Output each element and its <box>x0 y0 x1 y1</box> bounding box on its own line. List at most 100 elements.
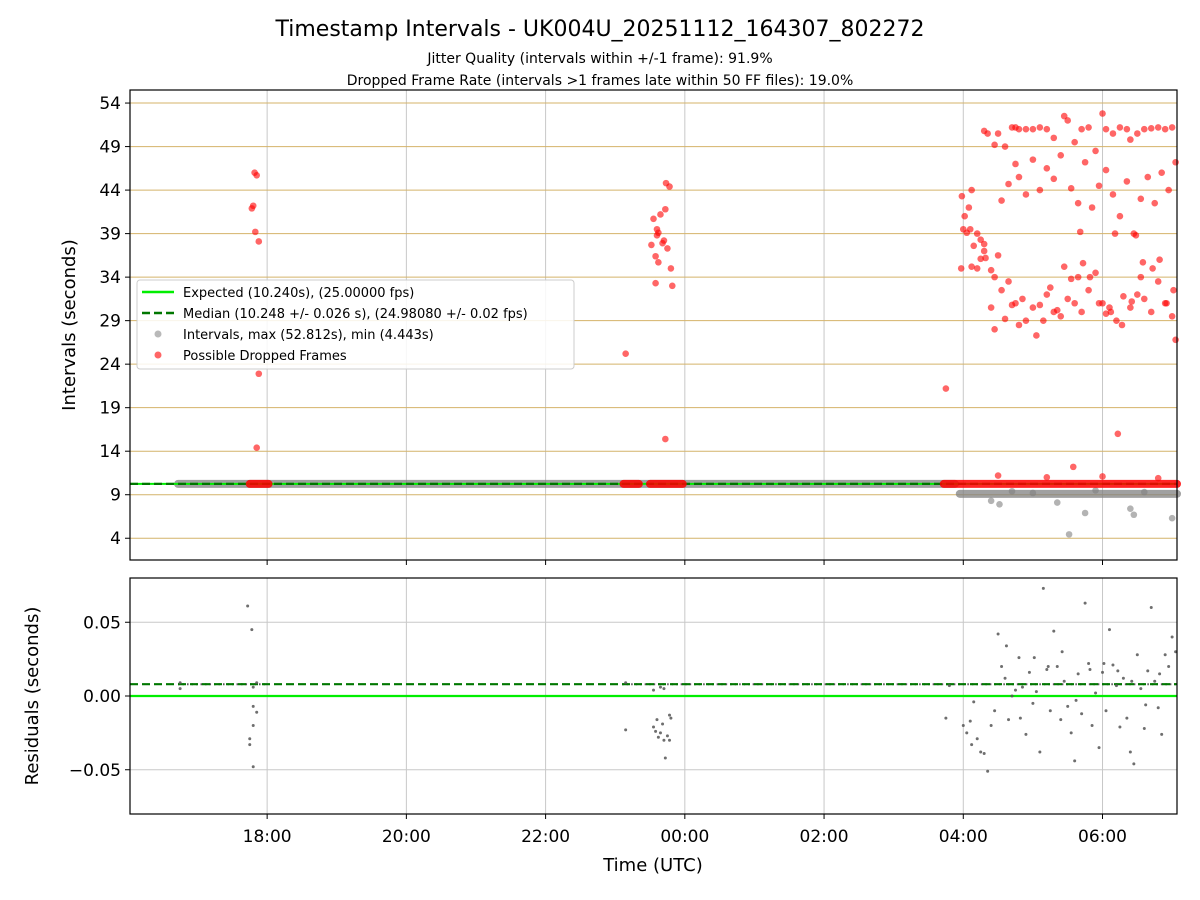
dropped-frame-point <box>1095 299 1103 307</box>
residual-point <box>1128 750 1132 754</box>
dropped-frame-point <box>650 215 657 223</box>
residual-point <box>1135 653 1139 657</box>
residual-point <box>248 743 252 747</box>
interval-point <box>1065 531 1073 538</box>
residual-point <box>1032 656 1036 660</box>
dropped-frame-point <box>1109 191 1117 198</box>
dropped-frame-point <box>980 240 988 248</box>
dropped-frame-point <box>991 326 998 333</box>
dropped-frame-point <box>1079 259 1087 267</box>
residual-point <box>986 769 990 773</box>
dropped-frame-point <box>255 238 263 245</box>
intervals-y-tick-label: 19 <box>99 399 121 419</box>
intervals-y-tick-label: 49 <box>99 138 121 158</box>
dropped-frame-point <box>1170 286 1177 294</box>
dropped-frame-point <box>1008 301 1016 309</box>
residual-point <box>652 725 655 729</box>
chart-subtitle-dropped: Dropped Frame Rate (intervals >1 frames … <box>347 73 854 89</box>
residual-point <box>1121 676 1125 680</box>
interval-point <box>996 500 1003 508</box>
dropped-frame-point <box>1081 158 1089 166</box>
dropped-frame-point <box>1123 178 1131 185</box>
legend-median-label: Median (10.248 +/- 0.026 s), (24.98080 +… <box>183 307 528 322</box>
dropped-frame-point <box>1015 321 1023 329</box>
dropped-frame-point <box>982 254 989 262</box>
residual-point <box>1034 690 1038 694</box>
dropped-frame-point <box>1114 430 1122 438</box>
residual-point <box>1046 665 1050 668</box>
residual-point <box>1073 759 1077 763</box>
residual-point <box>1130 679 1134 683</box>
dropped-frame-point <box>660 237 668 244</box>
dropped-frame-point <box>991 273 998 281</box>
dropped-frame-point <box>1158 169 1165 176</box>
dropped-frame-point <box>1074 273 1082 281</box>
residual-point <box>1074 698 1078 702</box>
residual-point <box>965 731 969 735</box>
residual-point <box>1116 669 1120 673</box>
dropped-frame-point <box>1043 165 1051 172</box>
intervals-y-tick-label: 9 <box>110 486 121 506</box>
dropped-frame-point <box>1029 304 1037 311</box>
dropped-frame-point <box>1060 263 1068 270</box>
legend: Expected (10.240s), (25.00000 fps) Media… <box>136 279 575 370</box>
interval-point <box>1081 509 1089 517</box>
dropped-frame-point <box>961 212 968 220</box>
dropped-frame-point <box>1092 147 1099 155</box>
residual-point <box>1102 662 1106 666</box>
residual-point <box>968 719 972 723</box>
residual-point <box>1158 672 1162 676</box>
dropped-frame-point <box>1029 125 1037 133</box>
interval-point <box>1029 489 1037 497</box>
residual-point <box>1107 628 1111 632</box>
dropped-frame-point <box>1071 138 1078 146</box>
dropped-frame-point <box>1137 273 1145 281</box>
residual-point <box>248 737 252 741</box>
dropped-frame-point <box>1118 321 1126 329</box>
dropped-frame-point <box>1149 265 1156 272</box>
residual-point <box>1004 644 1008 648</box>
residual-point <box>1038 750 1042 754</box>
dropped-frame-point <box>662 205 669 213</box>
dropped-frame-point <box>968 263 975 270</box>
residual-point <box>1174 650 1178 654</box>
residual-point <box>1160 732 1164 736</box>
residual-point <box>668 738 672 742</box>
residual-point <box>1144 703 1148 707</box>
dropped-frame-point <box>1067 185 1075 192</box>
residual-point <box>1045 667 1049 671</box>
dropped-frame-point <box>1036 124 1044 131</box>
dropped-frame-point <box>1012 160 1019 168</box>
residual-point <box>668 713 672 717</box>
dropped-frame-point <box>1033 332 1040 339</box>
residual-point <box>1156 706 1160 710</box>
dropped-frame-point <box>1050 175 1058 183</box>
residual-point <box>658 685 662 689</box>
residual-point <box>656 735 660 739</box>
dropped-frame-point <box>1147 124 1155 132</box>
residual-point <box>654 729 658 733</box>
residual-point <box>1013 688 1017 692</box>
residual-point <box>1118 725 1122 729</box>
residual-point <box>982 752 986 756</box>
dropped-frame-point <box>655 259 662 266</box>
dropped-frame-point <box>1086 273 1094 281</box>
residual-point <box>658 731 662 735</box>
dropped-frame-point <box>1050 134 1058 142</box>
dropped-frame-point <box>1139 259 1147 266</box>
dropped-frame-point <box>1001 143 1009 150</box>
dropped-frame-point <box>1057 312 1065 320</box>
dropped-frame-point <box>1015 173 1023 181</box>
residual-point <box>624 728 628 732</box>
residual-point <box>970 743 974 747</box>
residual-point <box>1170 635 1174 639</box>
residuals-x-ticks: 18:00 20:00 22:00 00:00 02:00 04:00 06:00 <box>243 814 1127 847</box>
residual-point <box>255 710 259 714</box>
x-tick-label: 02:00 <box>800 827 849 847</box>
residual-point <box>1114 684 1118 688</box>
dropped-frame-point <box>1172 158 1179 166</box>
residual-point <box>1139 687 1143 691</box>
intervals-y-tick-label: 14 <box>99 442 121 462</box>
